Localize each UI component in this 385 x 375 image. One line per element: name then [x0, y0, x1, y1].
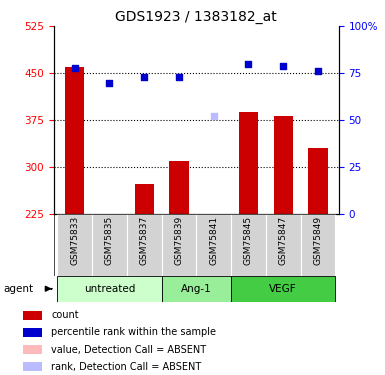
Bar: [301, 214, 335, 276]
Bar: [204, 214, 223, 216]
Title: GDS1923 / 1383182_at: GDS1923 / 1383182_at: [116, 10, 277, 24]
Text: GSM75845: GSM75845: [244, 216, 253, 265]
Text: agent: agent: [4, 285, 34, 294]
Bar: [162, 214, 196, 276]
Bar: [92, 214, 127, 276]
Bar: [231, 276, 335, 302]
Bar: [231, 214, 266, 276]
Bar: [162, 276, 231, 302]
Point: [315, 68, 321, 74]
Point: [245, 61, 251, 67]
Bar: [239, 112, 258, 214]
Bar: [274, 116, 293, 214]
Text: GSM75839: GSM75839: [174, 216, 184, 265]
Bar: [127, 214, 162, 276]
Text: Ang-1: Ang-1: [181, 284, 212, 294]
Bar: [57, 276, 162, 302]
Bar: [135, 184, 154, 214]
Point: [280, 63, 286, 69]
Bar: [100, 214, 119, 216]
Bar: [57, 214, 92, 276]
Point: [72, 64, 78, 70]
Text: untreated: untreated: [84, 284, 135, 294]
Text: GSM75847: GSM75847: [279, 216, 288, 265]
Bar: [169, 160, 189, 214]
Text: GSM75841: GSM75841: [209, 216, 218, 265]
Point: [176, 74, 182, 80]
Bar: [266, 214, 301, 276]
Bar: [308, 148, 328, 214]
Bar: [23, 311, 42, 320]
Point: [106, 80, 112, 86]
Text: percentile rank within the sample: percentile rank within the sample: [51, 327, 216, 338]
Text: GSM75835: GSM75835: [105, 216, 114, 265]
Text: GSM75849: GSM75849: [313, 216, 323, 265]
Bar: [23, 345, 42, 354]
Bar: [23, 328, 42, 337]
Bar: [23, 362, 42, 371]
Text: count: count: [51, 310, 79, 320]
Text: GSM75837: GSM75837: [140, 216, 149, 265]
Bar: [65, 67, 84, 214]
Bar: [196, 214, 231, 276]
Point: [141, 74, 147, 80]
Text: GSM75833: GSM75833: [70, 216, 79, 265]
Point: [211, 113, 217, 119]
Text: value, Detection Call = ABSENT: value, Detection Call = ABSENT: [51, 345, 206, 354]
Text: rank, Detection Call = ABSENT: rank, Detection Call = ABSENT: [51, 362, 201, 372]
Text: VEGF: VEGF: [270, 284, 297, 294]
